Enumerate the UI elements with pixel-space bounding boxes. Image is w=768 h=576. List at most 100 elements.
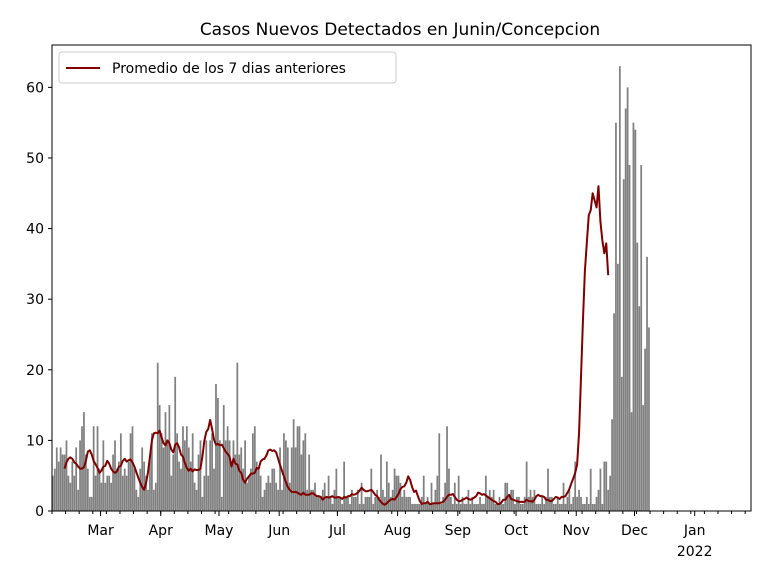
bar (372, 503, 375, 511)
bar (380, 454, 382, 511)
bar (327, 475, 330, 511)
bar (187, 447, 190, 511)
plot-frame (51, 44, 752, 512)
bar (527, 496, 530, 511)
bar (251, 433, 254, 511)
bar (123, 468, 126, 511)
bar (279, 447, 281, 511)
bar (114, 440, 116, 511)
bar (351, 489, 353, 511)
bar (564, 503, 567, 511)
bar (156, 362, 159, 511)
bar (224, 440, 227, 511)
bar (63, 454, 66, 511)
bar (603, 461, 606, 511)
bar (59, 447, 62, 511)
bar (552, 503, 555, 511)
bar (356, 489, 359, 511)
bar (273, 468, 276, 511)
bar (483, 503, 485, 511)
bar (523, 496, 526, 511)
bar (94, 475, 97, 511)
bar (79, 440, 81, 511)
bar (531, 496, 534, 511)
bar (496, 503, 499, 511)
bar (104, 482, 107, 511)
bar (265, 482, 268, 511)
bar (518, 496, 520, 511)
bar (269, 482, 272, 511)
y-tick-label: 60 (26, 80, 44, 96)
bar (343, 461, 345, 511)
bar (521, 503, 524, 511)
bar (432, 503, 435, 511)
bar (648, 327, 650, 511)
bar (137, 496, 140, 511)
bar (133, 468, 136, 511)
bar (362, 503, 365, 511)
bar (240, 447, 243, 511)
bar (467, 489, 470, 511)
bar (250, 468, 252, 511)
bar (430, 482, 433, 511)
bar (310, 489, 312, 511)
bar (158, 405, 161, 511)
bar (580, 496, 582, 511)
bar (222, 405, 225, 511)
bar (399, 482, 402, 511)
bar (405, 496, 408, 511)
bar (329, 496, 332, 511)
x-tick-label: Jun (267, 523, 290, 539)
legend-box (58, 51, 397, 84)
bar (335, 468, 338, 511)
bar (599, 468, 602, 511)
bar (450, 496, 452, 511)
bar (248, 475, 250, 511)
bar (539, 503, 542, 511)
bar (201, 496, 204, 511)
axes: 0 10 20 30 40 50 60 Mar Apr May Jun Jul Aug Sep Oct Nov… (26, 44, 752, 560)
bar (166, 440, 169, 511)
x-tick-year-label: 2022 (677, 544, 713, 560)
bar (422, 475, 425, 511)
bar (71, 461, 74, 511)
moving-average-line (63, 185, 610, 506)
bar (537, 503, 540, 511)
bar (628, 165, 631, 511)
x-tick-label: Aug (384, 523, 411, 539)
bar (203, 475, 206, 511)
bar (617, 263, 619, 511)
bar (535, 503, 538, 511)
bar (424, 503, 427, 511)
bar (591, 503, 594, 511)
bar (459, 503, 462, 511)
bar (88, 496, 91, 511)
x-tick-label: Apr (149, 523, 173, 539)
bar (519, 503, 522, 511)
bar (253, 426, 256, 511)
bar (102, 440, 105, 511)
bar (339, 496, 342, 511)
bar (418, 503, 421, 511)
bar (457, 475, 460, 511)
bar (436, 475, 439, 511)
bar (90, 496, 93, 511)
bar (417, 503, 419, 511)
bar (541, 496, 544, 511)
bar (55, 447, 58, 511)
bar (53, 468, 56, 511)
bar (613, 313, 615, 511)
x-tick-label: May (205, 523, 234, 539)
legend-label: Promedio de los 7 dias anteriores (112, 61, 346, 77)
bar (504, 482, 507, 511)
bar (244, 440, 246, 511)
bar (257, 468, 260, 511)
bar (549, 496, 551, 511)
bar (593, 503, 596, 511)
bar-series (52, 66, 650, 512)
bar (461, 496, 464, 511)
bar (316, 496, 318, 511)
bar (605, 461, 608, 511)
bar (83, 412, 85, 511)
bar (141, 447, 144, 511)
